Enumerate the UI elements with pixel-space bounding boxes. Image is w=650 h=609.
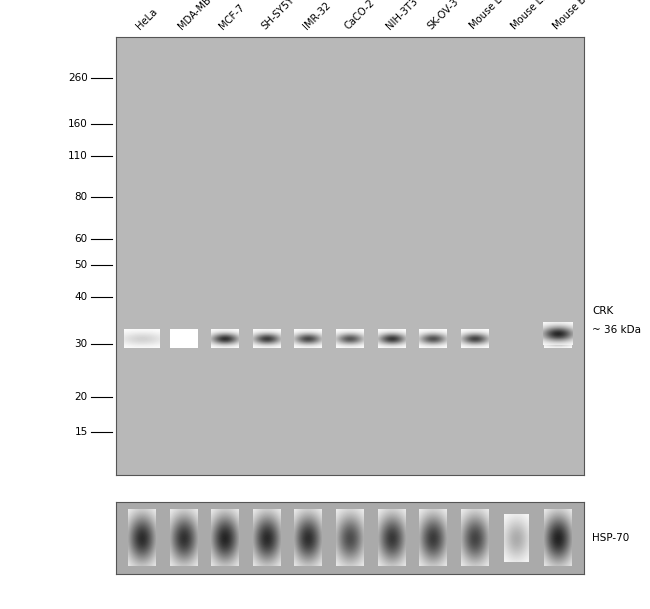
Text: 80: 80 <box>75 192 88 202</box>
Text: 60: 60 <box>75 234 88 244</box>
Text: 160: 160 <box>68 119 88 129</box>
Text: MCF-7: MCF-7 <box>218 2 247 31</box>
Text: 110: 110 <box>68 151 88 161</box>
Text: SK-OV-3: SK-OV-3 <box>426 0 461 31</box>
Text: NIH-3T3: NIH-3T3 <box>384 0 420 31</box>
Text: Mouse Brain: Mouse Brain <box>551 0 602 31</box>
Text: CRK: CRK <box>592 306 614 315</box>
Text: ~ 36 kDa: ~ 36 kDa <box>592 325 641 336</box>
Text: HeLa: HeLa <box>135 6 159 31</box>
Text: Mouse Liver: Mouse Liver <box>509 0 559 31</box>
Text: 30: 30 <box>75 339 88 350</box>
Text: SH-SY5Y: SH-SY5Y <box>259 0 296 31</box>
Text: 40: 40 <box>75 292 88 303</box>
Text: 50: 50 <box>75 259 88 270</box>
Text: CaCO-2: CaCO-2 <box>343 0 376 31</box>
Text: Mouse Lung: Mouse Lung <box>467 0 517 31</box>
Text: MDA-MB-231: MDA-MB-231 <box>176 0 229 31</box>
Text: 260: 260 <box>68 73 88 83</box>
Text: 15: 15 <box>74 427 88 437</box>
Text: 20: 20 <box>75 392 88 402</box>
Text: IMR-32: IMR-32 <box>301 0 332 31</box>
Text: HSP-70: HSP-70 <box>592 533 629 543</box>
